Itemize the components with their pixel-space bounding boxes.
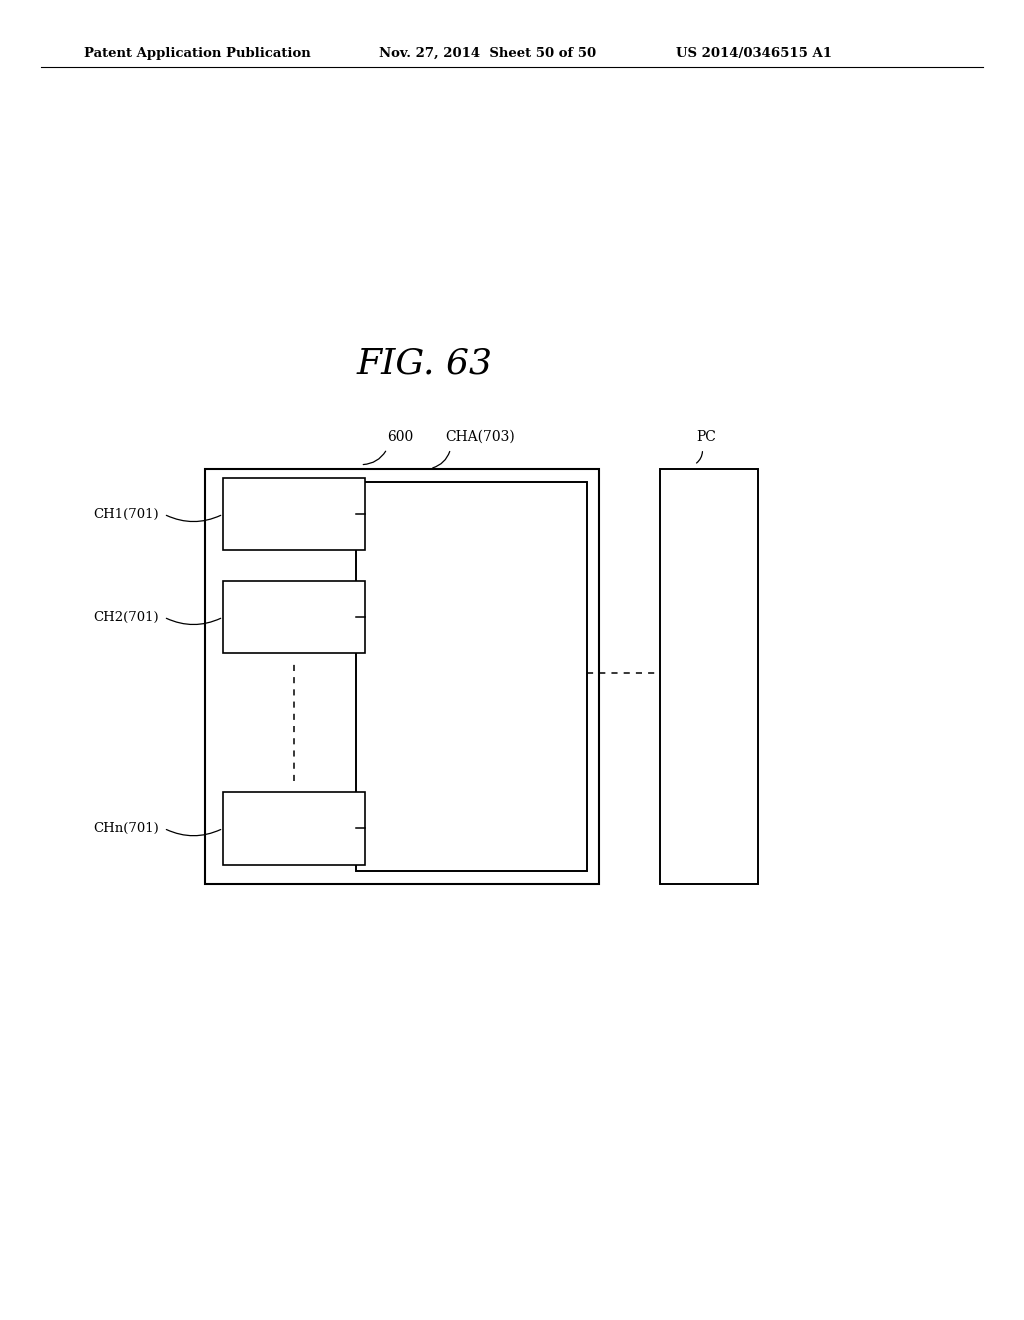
Bar bbox=[223, 792, 365, 865]
Text: CH2(701): CH2(701) bbox=[93, 611, 159, 623]
Text: Nov. 27, 2014  Sheet 50 of 50: Nov. 27, 2014 Sheet 50 of 50 bbox=[379, 48, 596, 59]
Text: FIG. 63: FIG. 63 bbox=[357, 346, 493, 380]
Text: PC: PC bbox=[696, 429, 716, 444]
Bar bbox=[205, 469, 599, 884]
Text: CH1(701): CH1(701) bbox=[93, 508, 159, 520]
Text: CHn(701): CHn(701) bbox=[93, 822, 159, 834]
Bar bbox=[356, 482, 587, 871]
Text: US 2014/0346515 A1: US 2014/0346515 A1 bbox=[676, 48, 831, 59]
Bar bbox=[223, 581, 365, 653]
Bar bbox=[660, 469, 758, 884]
Text: Patent Application Publication: Patent Application Publication bbox=[84, 48, 310, 59]
Text: CHA(703): CHA(703) bbox=[445, 429, 515, 444]
Text: 600: 600 bbox=[387, 429, 414, 444]
Bar bbox=[223, 478, 365, 550]
